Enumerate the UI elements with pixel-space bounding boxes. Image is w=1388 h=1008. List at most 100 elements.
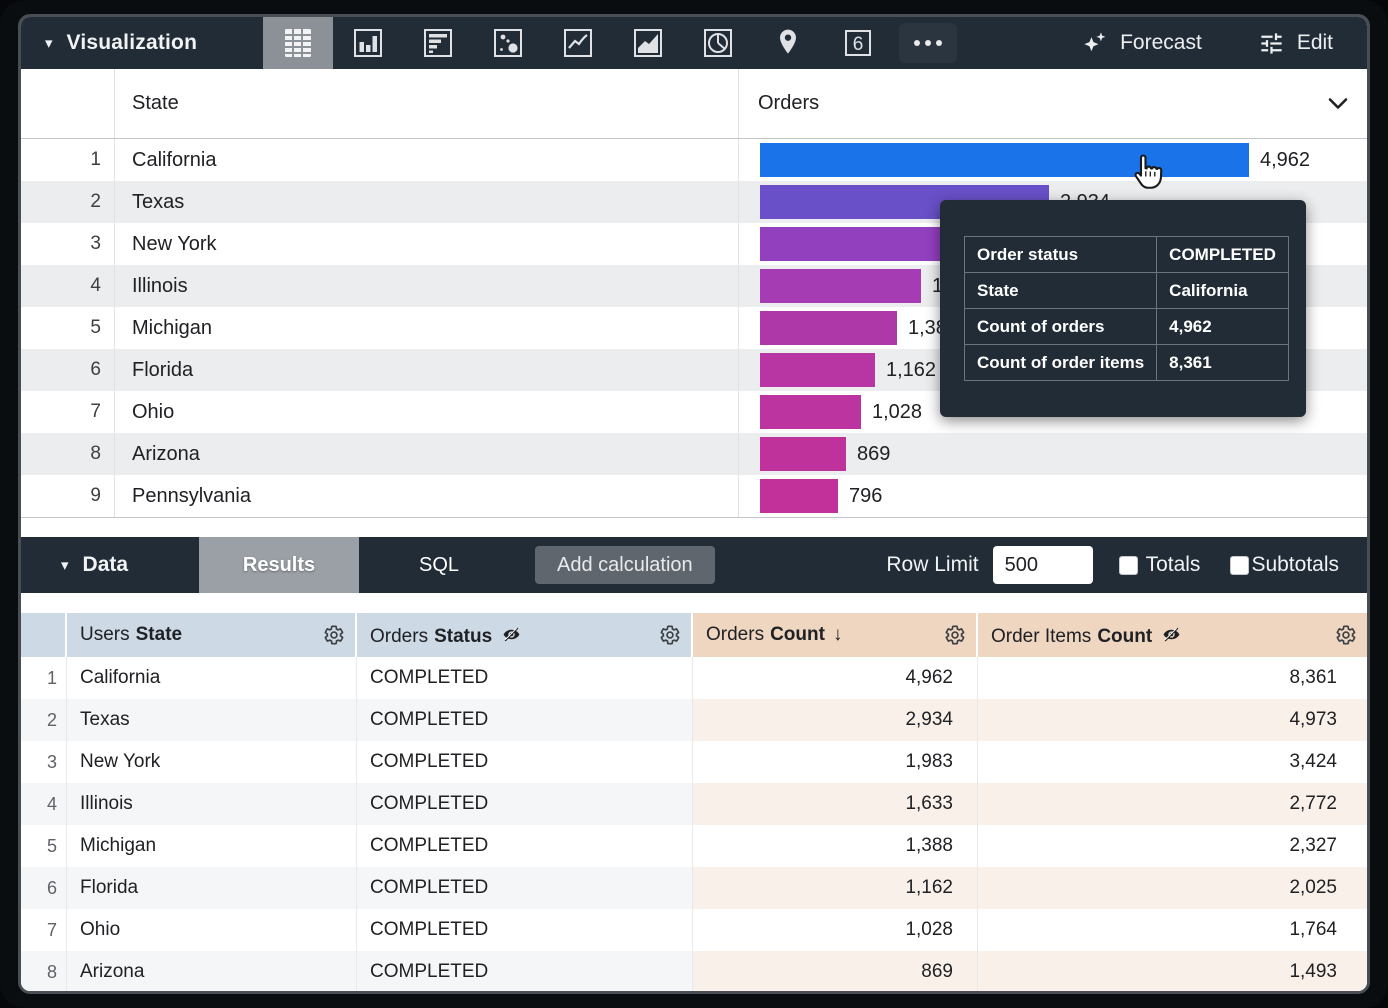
column-gear-icon[interactable]	[659, 624, 681, 646]
orders-count-cell[interactable]: 2,934	[693, 699, 978, 741]
viz-type-more-button[interactable]	[893, 17, 963, 69]
subtotals-checkbox-group[interactable]: Subtotals	[1230, 553, 1339, 577]
viz-state-cell: Florida	[115, 349, 739, 391]
sparkle-icon	[1084, 32, 1106, 52]
data-row-number: 7	[21, 909, 67, 951]
viz-row-number: 6	[21, 349, 115, 391]
visualization-section-toggle[interactable]: ▾ Visualization	[21, 17, 263, 69]
tab-results[interactable]: Results	[199, 537, 359, 593]
order-items-count-cell[interactable]: 1,764	[1289, 919, 1337, 940]
totals-checkbox-group[interactable]: Totals	[1118, 553, 1201, 577]
viz-state-column-header[interactable]: State	[115, 69, 739, 138]
tooltip-value: 4,962	[1156, 308, 1289, 345]
viz-orders-column-header[interactable]: Orders	[739, 69, 1367, 138]
users-state-cell[interactable]: Michigan	[67, 825, 357, 867]
orders-status-cell[interactable]: COMPLETED	[357, 909, 693, 951]
totals-checkbox[interactable]	[1118, 555, 1138, 575]
row-limit-input[interactable]	[992, 546, 1093, 584]
column-gear-icon[interactable]	[323, 624, 345, 646]
orders-count-cell[interactable]: 1,028	[693, 909, 978, 951]
viz-table-row: 8 Arizona 869	[21, 433, 1367, 475]
tab-sql[interactable]: SQL	[418, 553, 460, 576]
users-state-cell[interactable]: New York	[67, 741, 357, 783]
spacer	[21, 593, 1367, 613]
viz-bar-cell: 869	[739, 433, 1367, 475]
column-header-users-state[interactable]: Users State ↓	[67, 613, 357, 657]
viz-state-cell: Michigan	[115, 307, 739, 349]
add-calculation-button[interactable]: Add calculation	[535, 546, 715, 584]
viz-type-pie-chart-button[interactable]	[683, 17, 753, 69]
orders-bar[interactable]	[760, 227, 955, 261]
orders-bar[interactable]	[760, 437, 846, 471]
viz-row-number: 2	[21, 181, 115, 223]
viz-type-line-chart-button[interactable]	[543, 17, 613, 69]
viz-bar-cell: 1,028	[739, 391, 1367, 433]
subtotals-checkbox[interactable]	[1230, 555, 1250, 575]
orders-bar[interactable]	[760, 311, 897, 345]
orders-status-cell[interactable]: COMPLETED	[357, 825, 693, 867]
orders-count-cell[interactable]: 869	[693, 951, 978, 991]
orders-status-cell[interactable]: COMPLETED	[357, 951, 693, 991]
orders-status-cell[interactable]: COMPLETED	[357, 657, 693, 699]
order-items-count-cell[interactable]: 2,772	[978, 783, 1367, 825]
orders-count-cell[interactable]: 1,388	[693, 825, 978, 867]
column-gear-icon[interactable]	[1335, 624, 1357, 646]
order-items-count-cell[interactable]: 2,327	[1289, 835, 1337, 856]
viz-type-bar-chart-button[interactable]	[403, 17, 473, 69]
totals-label: Totals	[1145, 553, 1201, 576]
viz-type-single-value-button[interactable]: 6	[823, 17, 893, 69]
data-row-number: 2	[21, 699, 67, 741]
column-gear-icon[interactable]	[944, 624, 966, 646]
forecast-button[interactable]: Forecast	[1082, 30, 1202, 56]
column-header-order-items-count[interactable]: Order Items Count ↓	[978, 613, 1367, 657]
order-items-count-cell[interactable]: 2,025	[978, 867, 1367, 909]
order-items-count-cell[interactable]: 3,424	[1289, 751, 1337, 772]
scatter-chart-icon	[494, 29, 522, 57]
orders-count-cell[interactable]: 1,162	[693, 867, 978, 909]
viz-row-number: 5	[21, 307, 115, 349]
bar-value-label: 1,162	[886, 358, 937, 381]
data-table-row: 2 Texas COMPLETED 2,934 4,973	[21, 699, 1367, 741]
viz-row-number: 7	[21, 391, 115, 433]
orders-count-cell[interactable]: 4,962	[693, 657, 978, 699]
column-header-orders-status[interactable]: Orders Status ↓	[357, 613, 693, 657]
users-state-cell[interactable]: Arizona	[67, 951, 357, 991]
map-pin-icon	[780, 29, 796, 54]
users-state-cell[interactable]: Illinois	[67, 783, 357, 825]
svg-text:6: 6	[853, 34, 864, 55]
orders-count-cell[interactable]: 1,983	[693, 741, 978, 783]
data-toolbar-right: Row Limit Totals Subtotals	[886, 537, 1367, 593]
viz-type-column-chart-button[interactable]	[333, 17, 403, 69]
mouse-cursor-icon	[1129, 152, 1165, 197]
viz-type-table-button[interactable]	[263, 17, 333, 69]
orders-bar[interactable]	[760, 479, 838, 513]
orders-bar[interactable]	[760, 395, 861, 429]
chevron-down-icon[interactable]	[1327, 97, 1349, 110]
viz-type-map-button[interactable]	[753, 17, 823, 69]
users-state-cell[interactable]: Ohio	[67, 909, 357, 951]
order-items-count-cell[interactable]: 4,973	[978, 699, 1367, 741]
data-section-toggle[interactable]: ▾ Data	[21, 537, 199, 593]
visualization-title: Visualization	[66, 31, 198, 54]
users-state-cell[interactable]: Florida	[67, 867, 357, 909]
orders-bar[interactable]	[760, 269, 921, 303]
viz-table-row: 1 California 4,962	[21, 139, 1367, 181]
order-items-count-cell[interactable]: 1,493	[978, 951, 1367, 991]
order-items-count-cell[interactable]: 8,361	[1289, 667, 1337, 688]
users-state-cell[interactable]: Texas	[67, 699, 357, 741]
orders-status-cell[interactable]: COMPLETED	[357, 783, 693, 825]
orders-bar[interactable]	[760, 143, 1249, 177]
visualization-panel: State Orders 1California4,9622Texas2,934…	[21, 69, 1367, 537]
orders-status-cell[interactable]: COMPLETED	[357, 867, 693, 909]
orders-status-cell[interactable]: COMPLETED	[357, 741, 693, 783]
viz-type-scatter-chart-button[interactable]	[473, 17, 543, 69]
edit-button[interactable]: Edit	[1258, 30, 1333, 57]
orders-status-cell[interactable]: COMPLETED	[357, 699, 693, 741]
data-row-number: 5	[21, 825, 67, 867]
users-state-cell[interactable]: California	[67, 657, 357, 699]
viz-type-area-chart-button[interactable]	[613, 17, 683, 69]
orders-count-cell[interactable]: 1,633	[693, 783, 978, 825]
orders-bar[interactable]	[760, 353, 875, 387]
bar-value-label: 796	[849, 484, 883, 507]
column-header-orders-count[interactable]: Orders Count ↓	[693, 613, 978, 657]
